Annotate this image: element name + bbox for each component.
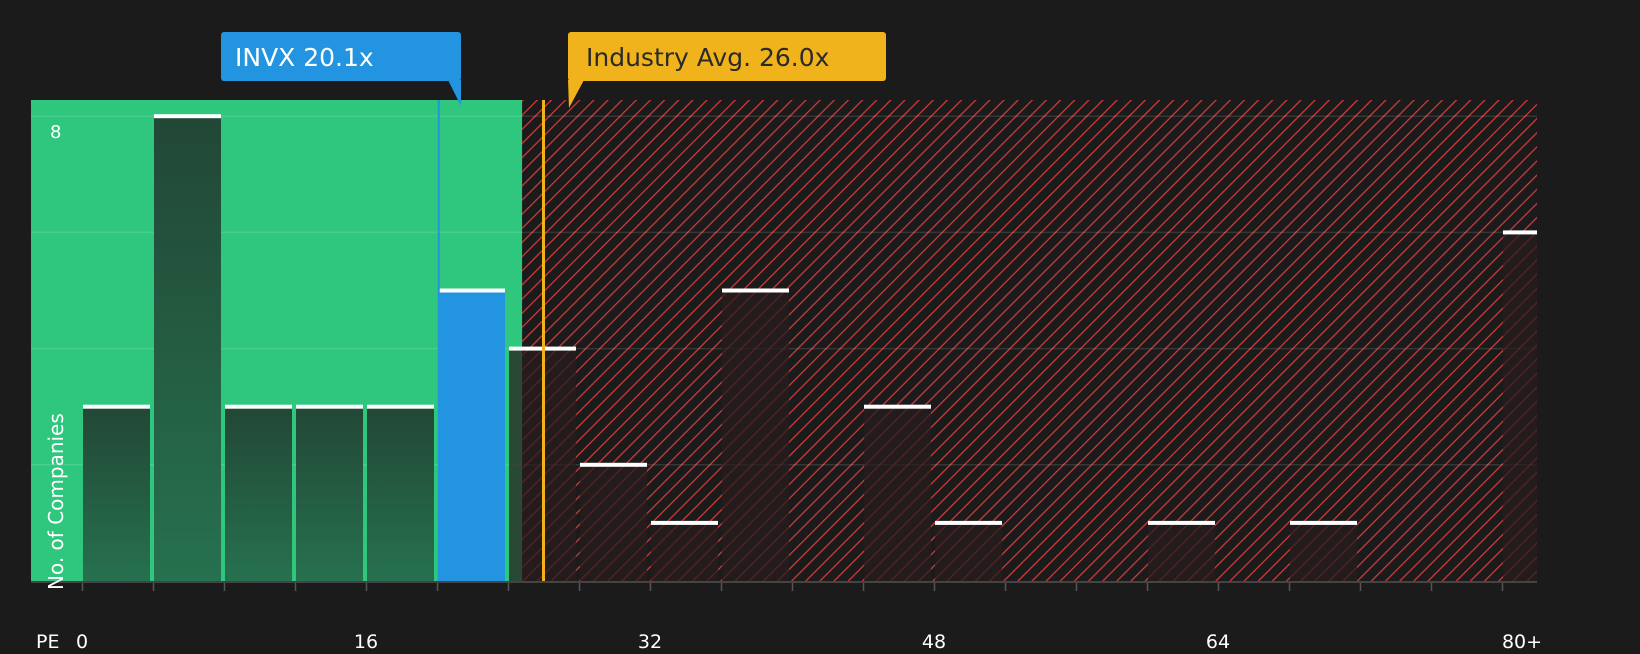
x-tick-label: 48 [922,631,946,650]
histogram-bar [83,406,150,581]
histogram-bar [722,290,789,581]
bar-top-cap [83,404,150,409]
invx-label: INVX 20.1x [235,43,374,72]
histogram-bar [651,522,718,581]
x-axis-label: PE [36,631,59,650]
histogram-bar [225,406,292,581]
bar-top-cap [225,404,292,409]
histogram-bar [935,522,1002,581]
histogram-bar [1148,522,1215,581]
histogram-bar [154,116,221,581]
histogram-bar [367,406,434,581]
histogram-bar [580,464,647,581]
bar-top-cap [864,404,931,409]
y-axis-label: No. of Companies [44,413,68,590]
industry-label-pointer [568,80,584,108]
bar-top-cap [722,288,789,293]
bar-top-cap [1290,520,1357,525]
industry-avg-label: Industry Avg. 26.0x [586,43,829,72]
industry-label-box [568,32,886,81]
bar-top-cap [1503,230,1537,235]
bar-top-cap [438,288,505,293]
x-tick-label: 64 [1206,631,1230,650]
bar-top-cap [1148,520,1215,525]
bar-top-cap [296,404,363,409]
x-tick-label: 16 [354,631,378,650]
bar-top-cap [154,114,221,119]
histogram-bar [296,406,363,581]
x-tick-label: 32 [638,631,662,650]
bar-top-cap [367,404,434,409]
highlighted-bar [438,290,505,581]
histogram-bar [864,406,931,581]
histogram-bar [1503,232,1537,581]
invx-label-box [221,32,461,81]
x-tick-label: 80+ [1502,631,1542,650]
x-tick-label: 0 [76,631,88,650]
histogram-bar [1290,522,1357,581]
invx-label-pointer [448,80,461,106]
overvalued-zone [522,100,1537,581]
bar-top-cap [651,520,718,525]
bar-top-cap [935,520,1002,525]
y-tick-label: 8 [50,122,61,143]
bar-top-cap [580,462,647,467]
